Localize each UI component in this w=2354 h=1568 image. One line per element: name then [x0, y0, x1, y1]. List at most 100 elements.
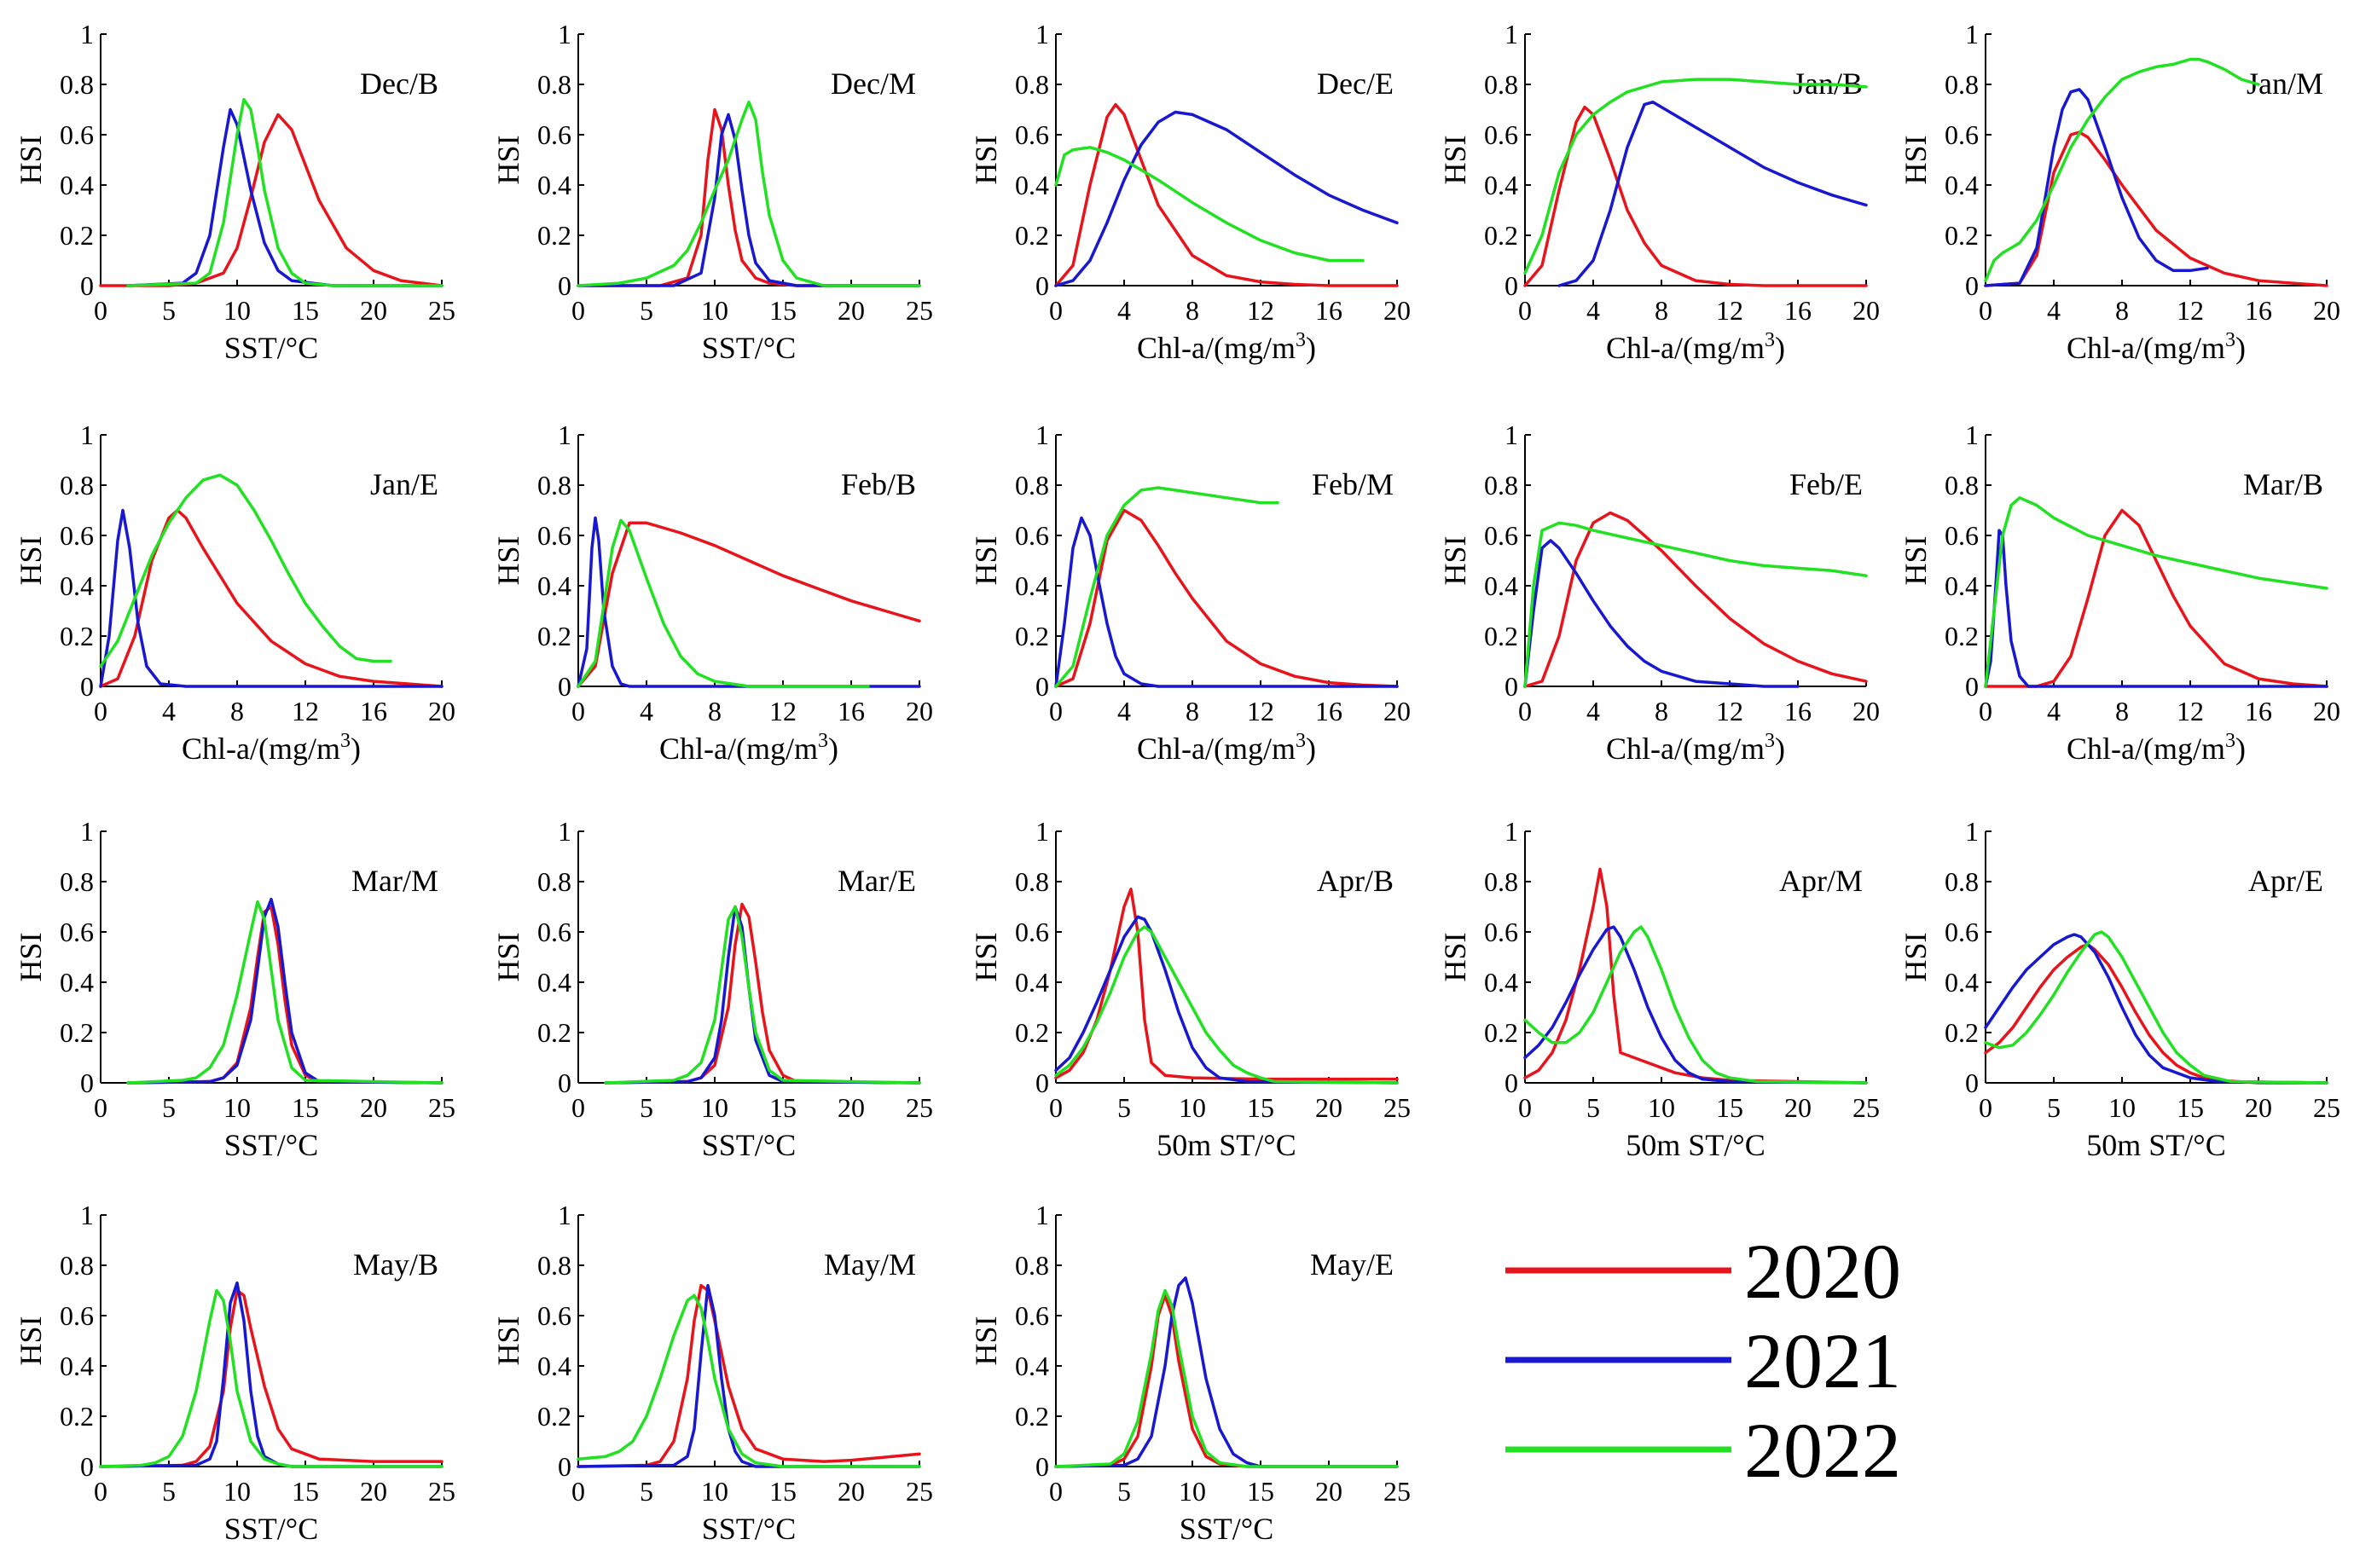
x-tick-label: 20: [906, 696, 933, 726]
y-tick-label: 0.2: [1015, 1401, 1049, 1432]
y-tick-label: 0.4: [1945, 967, 1979, 998]
y-tick-label: 0: [1505, 1068, 1518, 1098]
y-tick-label: 1: [558, 419, 571, 450]
y-tick-label: 1: [1035, 19, 1049, 49]
y-tick-label: 0: [1965, 270, 1979, 301]
series-line-2021: [1557, 100, 1868, 287]
series-line-2021: [577, 1283, 921, 1468]
x-tick-label: 10: [701, 1092, 728, 1123]
y-tick-label: 0.6: [60, 1300, 94, 1331]
y-tick-label: 0: [80, 671, 94, 702]
x-axis-label: 50m ST/°C: [2086, 1128, 2225, 1162]
y-tick-label: 0.6: [537, 520, 571, 551]
x-tick-label: 8: [1186, 696, 1199, 726]
y-tick-label: 0.8: [1015, 69, 1049, 100]
x-tick-label: 15: [1247, 1476, 1274, 1507]
y-tick-label: 1: [1965, 19, 1979, 49]
y-tick-label: 0.2: [537, 1017, 571, 1048]
x-tick-label: 0: [94, 696, 107, 726]
y-tick-label: 1: [1035, 816, 1049, 847]
series-line-2020: [99, 508, 444, 688]
x-axis-label: Chl-a/(mg/m3): [1137, 730, 1316, 766]
x-axis-label: Chl-a/(mg/m3): [1137, 329, 1316, 365]
series-line-2022: [577, 1293, 921, 1468]
y-tick-label: 0.2: [1015, 220, 1049, 251]
x-tick-label: 16: [2245, 295, 2272, 326]
series-line-2020: [577, 1283, 921, 1468]
x-axis-label: SST/°C: [702, 1128, 796, 1162]
x-tick-label: 16: [1784, 295, 1812, 326]
y-tick-label: 0.6: [1484, 119, 1518, 150]
x-tick-label: 10: [223, 295, 251, 326]
x-axis-label: Chl-a/(mg/m3): [1606, 329, 1785, 365]
x-tick-label: 4: [2047, 696, 2061, 726]
x-tick-label: 20: [838, 1476, 865, 1507]
series-line-2021: [1054, 915, 1399, 1085]
x-tick-label: 4: [640, 696, 653, 726]
y-tick-label: 0.2: [60, 1401, 94, 1432]
series-line-2021: [1984, 933, 2328, 1085]
y-tick-label: 0.2: [1015, 1017, 1049, 1048]
y-axis-label: HSI: [1438, 135, 1472, 184]
x-tick-label: 0: [94, 1092, 107, 1123]
x-tick-label: 25: [906, 1476, 933, 1507]
y-tick-label: 0.2: [1484, 220, 1518, 251]
y-tick-label: 0.8: [537, 470, 571, 500]
x-tick-label: 0: [1979, 295, 1992, 326]
y-tick-label: 0.4: [1484, 570, 1518, 601]
x-tick-label: 4: [162, 696, 176, 726]
y-axis-label: HSI: [491, 932, 525, 981]
legend-label: 2022: [1744, 1407, 1901, 1494]
x-tick-label: 20: [1315, 1476, 1342, 1507]
chart-panel: 0 0.2 0.4 0.6 0.8 1 0 4 8 12 16 20 HSI Chl-a/(mg/m3) J…: [14, 419, 455, 766]
x-axis-label: Chl-a/(mg/m3): [2067, 329, 2246, 365]
y-tick-label: 0.4: [1015, 170, 1049, 200]
series-line-2020: [1984, 508, 2328, 688]
series-line-2020: [99, 1288, 444, 1468]
series-line-2021: [1054, 110, 1399, 287]
y-tick-label: 0: [1035, 1068, 1049, 1098]
series-line-2022: [1054, 146, 1365, 263]
y-tick-label: 0.4: [1015, 967, 1049, 998]
panel-title: Dec/M: [831, 67, 916, 101]
panel-title: Mar/B: [2243, 467, 2323, 501]
series-line-2021: [577, 113, 921, 287]
series-line-2021: [1054, 516, 1399, 688]
x-tick-label: 15: [1247, 1092, 1274, 1123]
x-tick-label: 15: [292, 1092, 319, 1123]
x-tick-label: 8: [2115, 295, 2129, 326]
panel-title: Dec/B: [360, 67, 438, 101]
series-line-2021: [126, 897, 444, 1085]
y-tick-label: 0.2: [1945, 621, 1979, 651]
x-tick-label: 20: [428, 696, 455, 726]
series-line-2022: [604, 905, 921, 1085]
x-tick-label: 20: [1383, 696, 1411, 726]
y-tick-label: 0.4: [537, 170, 571, 200]
y-tick-label: 0.4: [1015, 1351, 1049, 1381]
series-line-2022: [1984, 496, 2328, 688]
x-tick-label: 12: [1716, 696, 1743, 726]
y-tick-label: 1: [1505, 419, 1518, 450]
x-tick-label: 8: [1655, 696, 1668, 726]
x-axis-label: SST/°C: [702, 331, 796, 365]
x-tick-label: 0: [571, 696, 585, 726]
x-tick-label: 15: [769, 1476, 797, 1507]
y-tick-label: 0.8: [537, 1250, 571, 1281]
chart-panel: 0 0.2 0.4 0.6 0.8 1 0 4 8 12 16 20 HSI Chl-a/(mg/m3) F…: [1438, 419, 1880, 766]
panel-title: Apr/E: [2248, 864, 2323, 898]
x-tick-label: 0: [1518, 295, 1532, 326]
y-axis-label: HSI: [1899, 535, 1933, 585]
x-tick-label: 16: [1315, 295, 1342, 326]
x-tick-label: 0: [94, 295, 107, 326]
series-line-2022: [1984, 57, 2260, 282]
x-tick-label: 16: [1784, 696, 1812, 726]
x-tick-label: 16: [360, 696, 387, 726]
x-axis-label: Chl-a/(mg/m3): [659, 730, 838, 766]
x-tick-label: 16: [838, 696, 865, 726]
series-line-2020: [1984, 130, 2328, 287]
